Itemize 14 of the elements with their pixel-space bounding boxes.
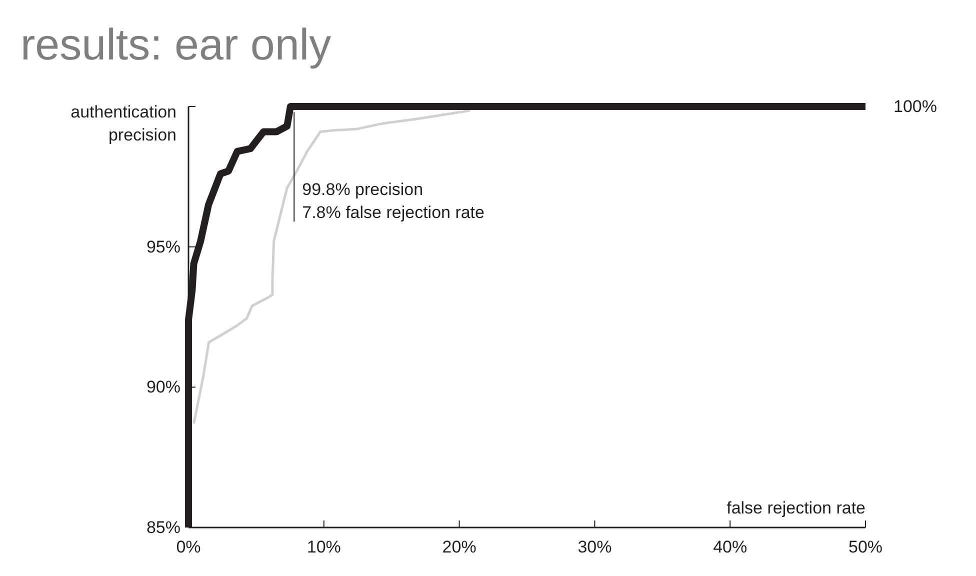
annotation: 99.8% precision 7.8% false rejection rate: [302, 180, 485, 222]
y-tick-label: 90%: [146, 378, 181, 397]
x-axis-title: false rejection rate: [726, 498, 866, 518]
y-axis-title: authentication precision: [70, 102, 177, 144]
x-tick-label: 0%: [176, 538, 201, 556]
x-tick-label: 10%: [306, 538, 341, 556]
y-tick-label: 95%: [146, 237, 181, 256]
chart-title: results: ear only: [20, 20, 332, 70]
x-tick-label: 40%: [713, 538, 748, 556]
annotation: 100%: [894, 97, 937, 116]
x-tick-label: 30%: [578, 538, 612, 556]
y-tick-label: 85%: [146, 518, 181, 537]
x-tick-label: 50%: [848, 538, 883, 556]
x-tick-label: 20%: [442, 538, 476, 556]
